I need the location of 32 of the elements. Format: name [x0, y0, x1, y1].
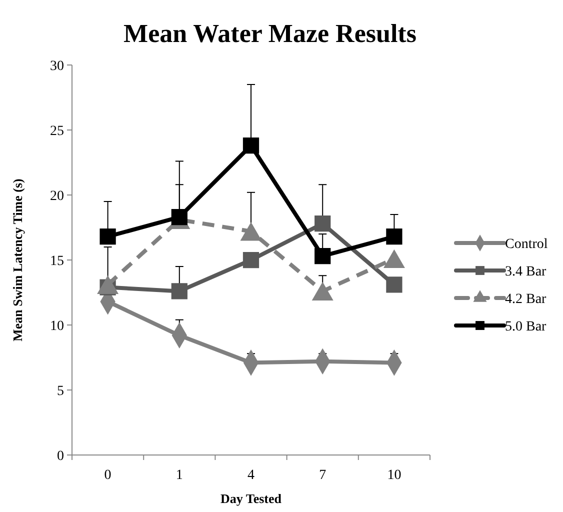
y-axis-title: Mean Swim Latency Time (s)	[10, 178, 25, 342]
point	[312, 282, 334, 301]
y-tick-label: 30	[50, 58, 64, 74]
chart-title: Mean Water Maze Results	[124, 19, 416, 48]
point	[314, 248, 331, 264]
point	[242, 138, 260, 154]
x-tick-label: 10	[387, 468, 402, 483]
legend-label: 5.0 Bar	[505, 319, 547, 334]
legend-label: 4.2 Bar	[505, 292, 547, 307]
point	[242, 252, 260, 268]
point	[100, 228, 116, 245]
point	[386, 228, 402, 245]
x-tick-label: 1	[176, 468, 183, 483]
y-tick-label: 20	[50, 188, 64, 204]
point	[171, 283, 188, 300]
point	[386, 276, 402, 293]
legend-label: Control	[505, 236, 548, 252]
point	[171, 209, 188, 226]
x-tick-label: 0	[104, 468, 112, 483]
point	[383, 249, 405, 268]
point	[97, 275, 119, 294]
y-tick-label: 15	[50, 254, 64, 269]
y-tick-label: 5	[57, 384, 64, 399]
y-tick-label: 10	[50, 318, 64, 334]
point	[314, 216, 331, 232]
y-tick-label: 25	[50, 124, 64, 139]
x-tick-label: 7	[319, 468, 326, 483]
x-tick-label: 4	[248, 468, 254, 483]
x-axis-title: Day Tested	[220, 491, 282, 506]
legend-label: 3.4 Bar	[505, 264, 547, 280]
y-tick-label: 0	[57, 448, 64, 464]
point	[240, 222, 262, 241]
